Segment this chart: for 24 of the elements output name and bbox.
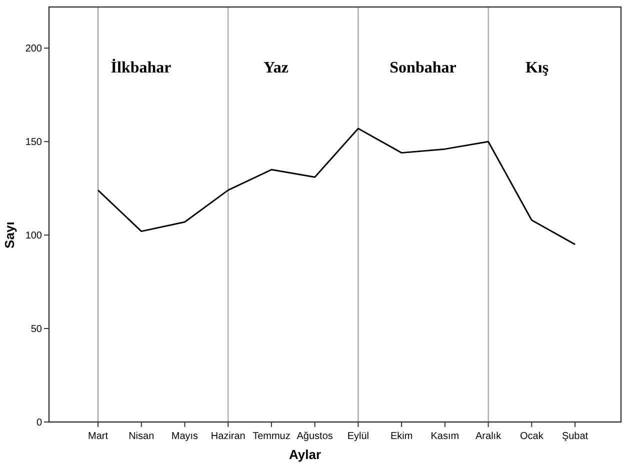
y-axis-title: Sayı [2,222,17,248]
y-tick-label: 50 [30,324,42,336]
x-tick-label: Mayıs [171,431,198,442]
annotation: Kış [525,60,549,77]
annotation: Sonbahar [390,60,456,77]
y-tick-label: 150 [25,137,42,148]
x-axis-title: Aylar [288,447,322,462]
x-tick-label: Haziran [210,431,246,442]
x-tick-label: Temmuz [252,431,290,442]
line-series [97,128,576,246]
annotation: Yaz [264,60,288,77]
x-tick-label: Aralık [476,431,502,442]
x-tick-label: Eylül [347,431,370,442]
x-tick-label: Kasım [430,431,460,442]
x-tick-label: Nisan [128,431,154,442]
x-tick-label: Mart [88,431,108,442]
x-tick-label: Ocak [520,431,544,442]
x-tick-label: Şubat [562,431,588,442]
y-tick-label: 0 [36,418,42,428]
x-tick-label: Ağustos [296,431,333,442]
x-tick-label: Ekim [390,431,413,442]
y-tick-label: 200 [25,44,42,55]
annotation: İlkbahar [110,58,172,77]
y-tick-label: 100 [25,230,42,242]
